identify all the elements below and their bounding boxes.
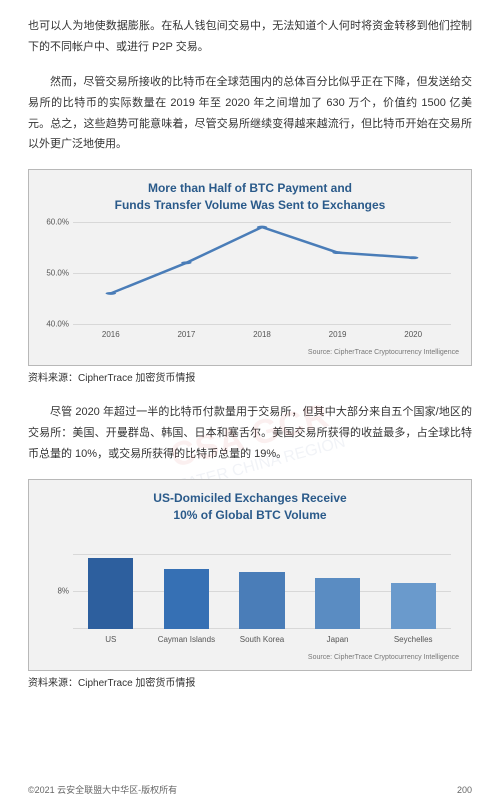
chart-2-bar-cell: [375, 532, 451, 629]
chart-2-bars: [73, 532, 451, 629]
chart-1-source: 资料来源：CipherTrace 加密货币情报: [28, 369, 472, 388]
chart-1-line: [73, 222, 451, 324]
chart-1-area: 60.0%50.0%40.0% 20162017201820192020: [41, 222, 459, 342]
footer-copyright: ©2021 云安全联盟大中华区-版权所有: [28, 782, 177, 799]
chart-2-bar-cell: [224, 532, 300, 629]
chart-2-title-l2: 10% of Global BTC Volume: [173, 508, 326, 522]
chart-1-source-inner: Source: CipherTrace Cryptocurrency Intel…: [41, 346, 459, 359]
chart-2-bar-cell: [149, 532, 225, 629]
chart-2-yaxis: 8%: [41, 532, 73, 629]
chart-2-bar: [88, 558, 133, 629]
chart-1-xlabel: 2017: [149, 324, 225, 342]
chart-1-xlabel: 2016: [73, 324, 149, 342]
chart-1-xlabel: 2020: [375, 324, 451, 342]
chart-2-plot: [73, 532, 451, 629]
chart-2-xlabel: US: [73, 629, 149, 647]
footer-page: 200: [457, 782, 472, 799]
chart-2-area: 8% USCayman IslandsSouth KoreaJapanSeych…: [41, 532, 459, 647]
chart-2-bar: [315, 578, 360, 629]
chart-1-xlabel: 2018: [224, 324, 300, 342]
chart-2-ylabel: 8%: [57, 584, 69, 599]
chart-2-xlabel: Japan: [300, 629, 376, 647]
chart-2-bar-cell: [73, 532, 149, 629]
paragraph-1: 也可以人为地使数据膨胀。在私人钱包间交易中，无法知道个人何时将资金转移到他们控制…: [28, 16, 472, 58]
chart-1-yaxis: 60.0%50.0%40.0%: [41, 222, 73, 324]
chart-1: More than Half of BTC Payment and Funds …: [28, 169, 472, 366]
chart-2-bar: [164, 569, 209, 629]
chart-2-source-inner: Source: CipherTrace Cryptocurrency Intel…: [41, 651, 459, 664]
chart-2-source: 资料来源：CipherTrace 加密货币情报: [28, 674, 472, 693]
chart-2-bar-cell: [300, 532, 376, 629]
chart-1-ylabel: 60.0%: [46, 214, 69, 229]
chart-2-title-l1: US-Domiciled Exchanges Receive: [153, 491, 346, 505]
chart-1-plot: [73, 222, 451, 324]
chart-2-xlabel: Seychelles: [375, 629, 451, 647]
chart-1-title-l1: More than Half of BTC Payment and: [148, 181, 352, 195]
chart-1-xlabel: 2019: [300, 324, 376, 342]
chart-2-bar: [391, 583, 436, 629]
paragraph-2: 然而，尽管交易所接收的比特币在全球范围内的总体百分比似乎正在下降，但发送给交易所…: [28, 72, 472, 156]
chart-1-xaxis: 20162017201820192020: [73, 324, 451, 342]
chart-1-title: More than Half of BTC Payment and Funds …: [41, 180, 459, 214]
chart-2-xlabel: South Korea: [224, 629, 300, 647]
chart-2-bar: [239, 572, 284, 629]
footer: ©2021 云安全联盟大中华区-版权所有 200: [28, 782, 472, 799]
chart-2-title: US-Domiciled Exchanges Receive 10% of Gl…: [41, 490, 459, 524]
paragraph-3: 尽管 2020 年超过一半的比特币付款量用于交易所，但其中大部分来自五个国家/地…: [28, 402, 472, 465]
chart-2-xlabel: Cayman Islands: [149, 629, 225, 647]
chart-1-ylabel: 50.0%: [46, 265, 69, 280]
chart-2: US-Domiciled Exchanges Receive 10% of Gl…: [28, 479, 472, 671]
chart-2-xaxis: USCayman IslandsSouth KoreaJapanSeychell…: [73, 629, 451, 647]
chart-1-title-l2: Funds Transfer Volume Was Sent to Exchan…: [115, 198, 386, 212]
chart-1-ylabel: 40.0%: [46, 316, 69, 331]
